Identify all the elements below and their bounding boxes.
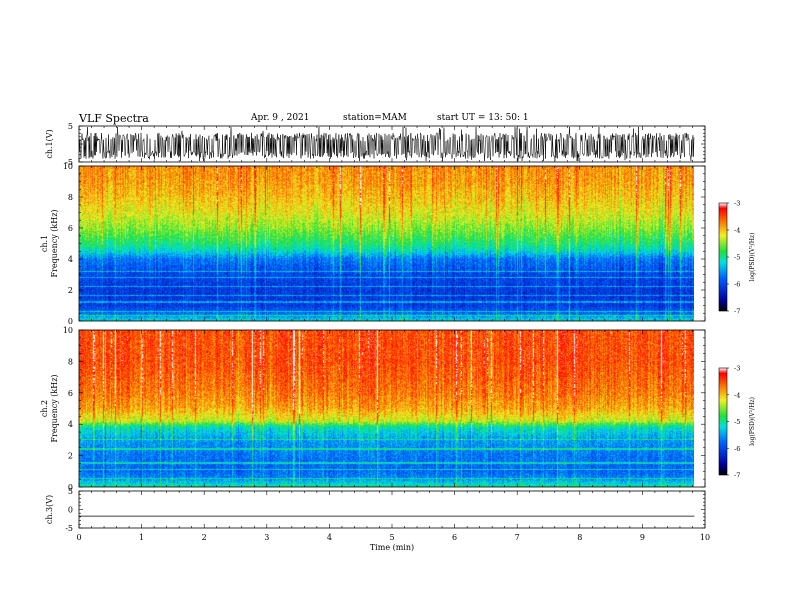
- colorbar-1-tick-label: -3: [734, 200, 740, 208]
- y-tick-label: -5: [65, 524, 73, 533]
- colorbar-1-tick-label: -6: [734, 281, 740, 289]
- y-tick-label: 5: [68, 122, 73, 131]
- panel-1-ylabel: ch.1(V): [45, 129, 54, 158]
- y-tick-label: 8: [68, 193, 73, 202]
- panel-4-frame: [78, 490, 706, 529]
- y-tick-label: 2: [68, 286, 73, 295]
- spectrogram-2-image: [79, 330, 694, 487]
- x-tick-label: 10: [700, 533, 710, 542]
- x-tick-label: 9: [640, 533, 645, 542]
- colorbar-1-label: log(PSD)(V²/Hz): [749, 233, 756, 282]
- y-tick-label: 10: [63, 326, 73, 335]
- colorbar-1-tick-label: -7: [734, 308, 740, 316]
- colorbar-2-tick-label: -4: [734, 391, 740, 399]
- x-tick-label: 3: [264, 533, 269, 542]
- y-tick-label: 4: [68, 255, 73, 264]
- station-label: station=MAM: [343, 113, 407, 123]
- y-tick-label: 10: [63, 162, 73, 171]
- x-tick-label: 5: [389, 533, 394, 542]
- colorbar-2-tick-label: -6: [734, 445, 740, 453]
- colorbar-2-label: log(PSD)(V²/Hz): [749, 397, 756, 446]
- start-time-label: start UT = 13: 50: 1: [437, 113, 529, 123]
- x-tick-label: 7: [515, 533, 520, 542]
- date-label: Apr. 9 , 2021: [251, 113, 310, 123]
- x-tick-label: 0: [76, 533, 81, 542]
- panel-4-ylabel: ch.3(V): [45, 495, 54, 524]
- y-tick-label: 6: [68, 224, 73, 233]
- colorbar-2: [718, 367, 728, 476]
- colorbar-2-tick-label: -3: [734, 365, 740, 373]
- y-tick-label: 0: [68, 506, 73, 515]
- panel-3-ylabel-frequency: Frequency (kHz): [50, 374, 59, 442]
- y-tick-label: 8: [68, 357, 73, 366]
- waveform-trace-ch1: [78, 126, 695, 162]
- x-tick-label: 6: [452, 533, 457, 542]
- y-tick-label: 0: [68, 483, 73, 492]
- y-tick-label: 4: [68, 420, 73, 429]
- panel-3-ylabel-channel: ch.2: [40, 400, 49, 417]
- y-tick-label: 2: [68, 452, 73, 461]
- x-tick-label: 4: [327, 533, 332, 542]
- x-tick-label: 1: [139, 533, 144, 542]
- panel-2-ylabel-frequency: Frequency (kHz): [50, 209, 59, 277]
- y-tick-label: -5: [65, 158, 73, 167]
- colorbar-1-tick-label: -4: [734, 227, 740, 235]
- panel-2-ylabel-channel: ch.1: [40, 235, 49, 252]
- y-tick-label: 0: [68, 317, 73, 326]
- x-tick-label: 8: [577, 533, 582, 542]
- x-tick-label: 2: [202, 533, 207, 542]
- x-axis-label: Time (min): [370, 543, 414, 552]
- colorbar-2-tick-label: -7: [734, 472, 740, 480]
- colorbar-1-tick-label: -5: [734, 254, 740, 262]
- y-tick-label: 6: [68, 389, 73, 398]
- colorbar-1: [718, 202, 728, 312]
- spectrogram-1-image: [79, 166, 694, 321]
- y-tick-label: 5: [68, 487, 73, 496]
- colorbar-2-tick-label: -5: [734, 418, 740, 426]
- figure-title: VLF Spectra: [79, 112, 149, 125]
